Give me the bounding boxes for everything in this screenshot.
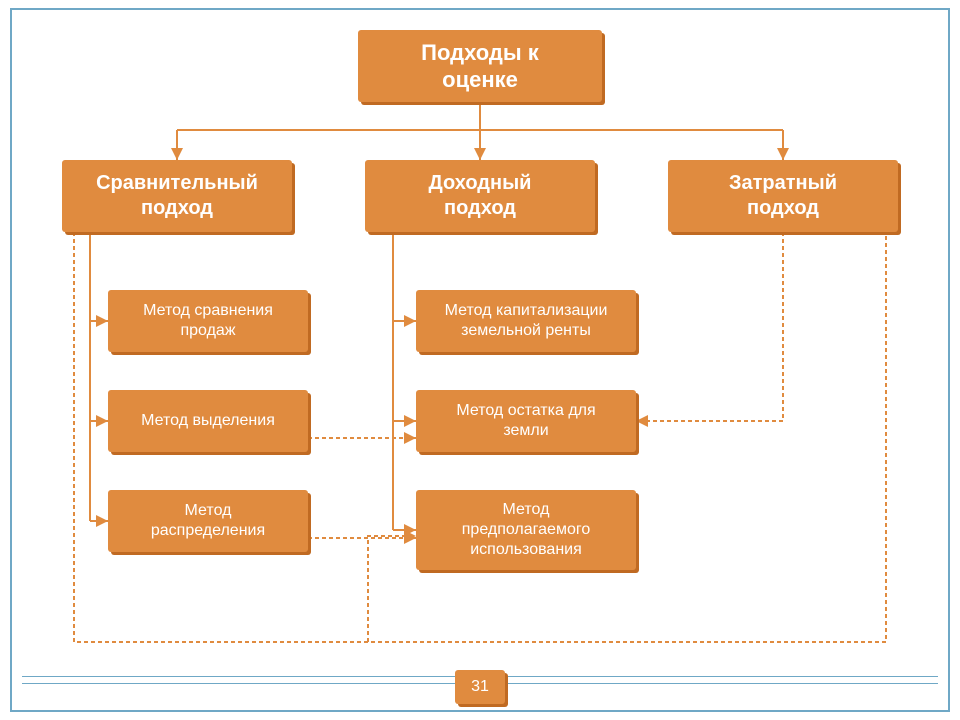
root-node: Подходы к оценке — [358, 30, 602, 102]
method-income-0: Метод капитализации земельной ренты — [416, 290, 636, 352]
connector-layer — [0, 0, 960, 720]
method-comp-1: Метод выделения — [108, 390, 308, 452]
method-income-2: Метод предполагаемого использования — [416, 490, 636, 570]
approach-node-2: Затратный подход — [668, 160, 898, 232]
method-comp-0: Метод сравнения продаж — [108, 290, 308, 352]
method-comp-2: Метод распределения — [108, 490, 308, 552]
approach-node-0: Сравнительный подход — [62, 160, 292, 232]
page-number: 31 — [455, 670, 505, 704]
approach-node-1: Доходный подход — [365, 160, 595, 232]
method-income-1: Метод остатка для земли — [416, 390, 636, 452]
